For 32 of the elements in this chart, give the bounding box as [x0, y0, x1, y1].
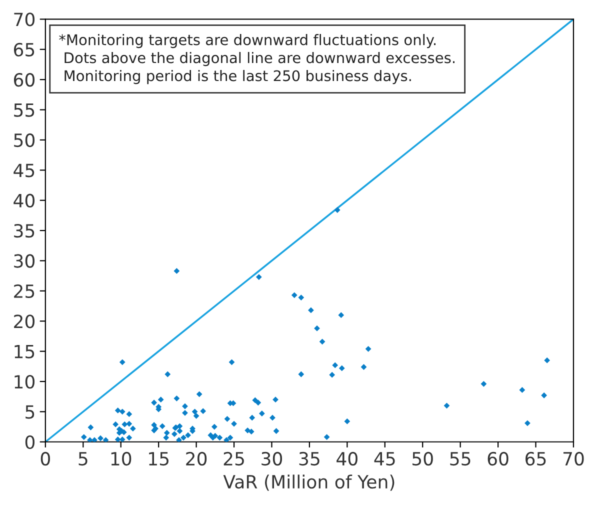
x-tick-label: 70 [563, 452, 584, 466]
y-tick-label: 60 [14, 73, 35, 87]
y-tick-label: 10 [14, 374, 35, 389]
x-tick-label: 25 [224, 452, 244, 466]
y-tick-label: 30 [14, 254, 35, 268]
x-tick-label: 15 [149, 452, 168, 466]
x-tick-label: 65 [526, 452, 546, 466]
y-tick-label: 25 [14, 284, 34, 298]
x-tick-label: 0 [40, 452, 50, 466]
x-tick-label: 45 [374, 452, 395, 466]
annotation: *Monitoring targets are downward fluctuations only. Dots above the diagonal line are downward excesses. Monitoring period is the last 250 business days. [59, 34, 455, 84]
x-tick-label: 20 [186, 452, 207, 466]
y-tick-label: 0 [25, 435, 35, 449]
y-tick-label: 40 [14, 194, 35, 208]
y-tick-label: 35 [14, 224, 34, 238]
y-tick-label: 45 [14, 164, 34, 178]
x-tick-label: 55 [450, 452, 470, 466]
x-tick-label: 10 [111, 452, 132, 466]
y-tick-label: 55 [14, 103, 34, 117]
x-tick-label: 50 [412, 452, 433, 466]
y-tick-label: 20 [14, 314, 35, 328]
x-tick-label: 60 [488, 452, 508, 466]
y-tick-label: 65 [14, 42, 34, 56]
y-tick-label: 5 [26, 405, 34, 419]
x-axis-title: VaR (Million of Yen) [223, 474, 394, 491]
x-tick-label: 5 [78, 452, 88, 466]
y-tick-label: 70 [14, 12, 35, 26]
x-tick-label: 30 [262, 452, 282, 466]
y-tick-label: 50 [14, 133, 35, 148]
x-tick-label: 40 [336, 452, 358, 466]
x-tick-label: 35 [299, 452, 320, 466]
y-tick-label: 15 [14, 344, 34, 358]
